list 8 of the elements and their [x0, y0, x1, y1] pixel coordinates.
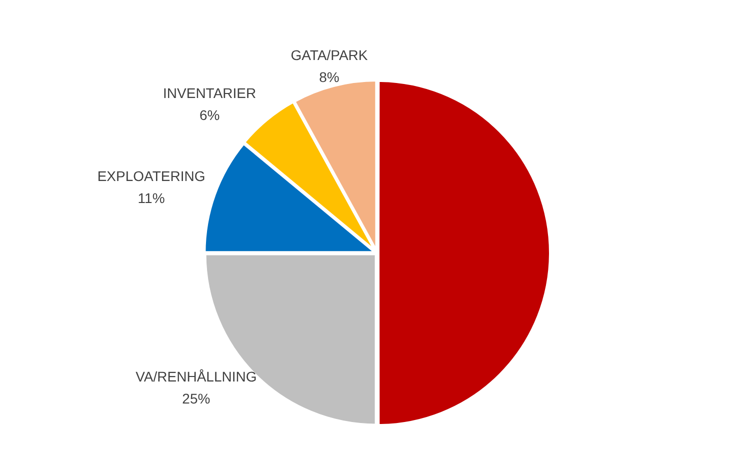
data-label: 8% — [319, 68, 340, 85]
data-label: 25% — [182, 390, 210, 407]
slice-label: GATA/PARK — [290, 46, 368, 63]
slice-label: VA/RENHÅLLNING — [136, 368, 257, 385]
data-label: 6% — [199, 106, 220, 123]
slice-label: EXPLOATERING — [97, 168, 206, 184]
data-label: 11% — [138, 190, 165, 206]
slice-label: INVENTARIER — [163, 84, 256, 101]
